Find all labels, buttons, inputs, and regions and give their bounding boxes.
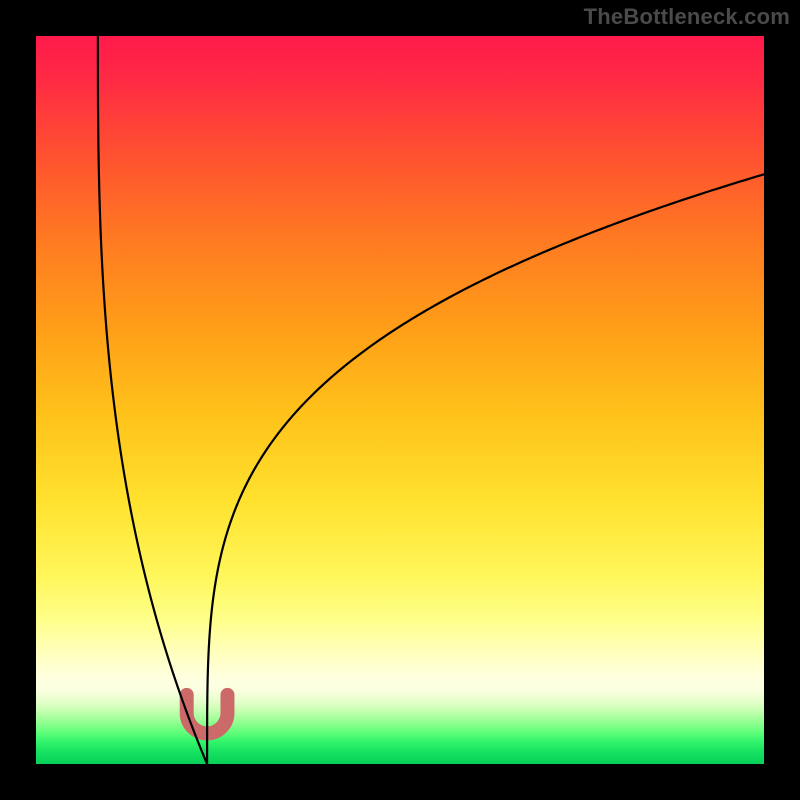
plot-background xyxy=(36,36,764,764)
bottleneck-chart xyxy=(0,0,800,800)
chart-frame: { "watermark": { "text": "TheBottleneck.… xyxy=(0,0,800,800)
watermark-text: TheBottleneck.com xyxy=(584,4,790,30)
